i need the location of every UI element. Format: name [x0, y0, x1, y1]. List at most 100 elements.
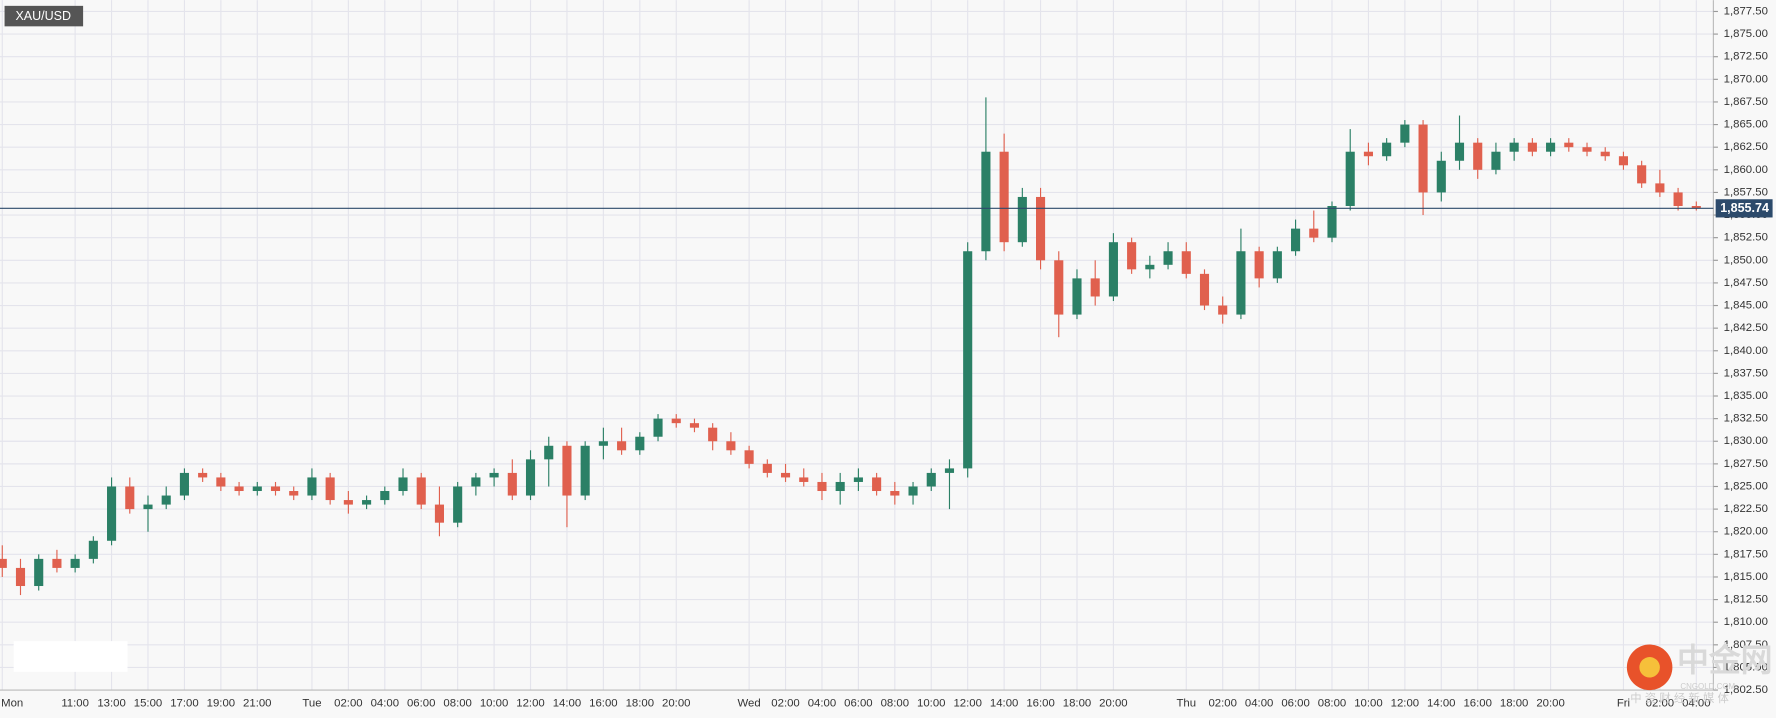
candle-body [744, 450, 754, 464]
y-tick-label: 1,870.00 [1724, 73, 1768, 85]
candle-body [307, 477, 317, 496]
x-tick-label: 12:00 [1391, 698, 1419, 710]
x-tick-label: Thu [1176, 698, 1196, 710]
x-tick-label: 06:00 [844, 698, 872, 710]
candle-body [0, 558, 7, 568]
y-tick-label: 1,842.50 [1724, 322, 1768, 334]
candle-body [1400, 124, 1410, 143]
x-tick-label: Tue [302, 698, 321, 710]
y-tick-label: 1,830.00 [1724, 435, 1768, 447]
candle-body [362, 500, 372, 505]
candle-body [1017, 196, 1027, 243]
candle-body [544, 445, 554, 460]
candle-body [1309, 228, 1319, 238]
candle-body [143, 504, 153, 510]
candle-body [161, 495, 171, 505]
watermark-logo-icon [1639, 657, 1660, 678]
y-tick-label: 1,817.50 [1724, 548, 1768, 560]
x-tick-label: 10:00 [480, 698, 508, 710]
x-tick-label: 08:00 [443, 698, 471, 710]
watermark: 中金网 CNGOLD.COM 中 资 财 经 新 媒 体 [1626, 642, 1773, 705]
candle-body [1236, 251, 1246, 315]
candle-body [780, 472, 791, 478]
y-tick-label: 1,837.50 [1724, 367, 1768, 379]
y-tick-label: 1,802.50 [1724, 684, 1768, 696]
candle-body [1072, 278, 1082, 315]
candle-body [453, 486, 463, 523]
candle-body [1473, 142, 1483, 170]
candle-body [708, 427, 718, 442]
y-tick-label: 1,820.00 [1724, 526, 1768, 538]
candle-body [1655, 183, 1665, 193]
x-tick-label: 16:00 [1463, 698, 1491, 710]
candle-body [1382, 142, 1392, 157]
candle-body [1363, 151, 1373, 157]
candle-body [125, 486, 135, 510]
x-tick-label: 12:00 [953, 698, 981, 710]
x-tick-label: 14:00 [990, 698, 1018, 710]
x-tick-label: 04:00 [371, 698, 399, 710]
candle-body [944, 468, 955, 473]
x-tick-label: 20:00 [1536, 698, 1564, 710]
candle-body [580, 445, 590, 496]
x-tick-label: 20:00 [1099, 698, 1127, 710]
candle-body [817, 481, 827, 492]
y-tick-label: 1,815.00 [1724, 571, 1768, 583]
x-tick-label: 02:00 [334, 698, 362, 710]
candle-body [853, 477, 863, 482]
candle-body [88, 540, 98, 559]
candle-body [1345, 151, 1355, 207]
candle-body [270, 486, 281, 492]
x-tick-label: 14:00 [1427, 698, 1455, 710]
candle-body [34, 558, 44, 587]
candle-body [198, 472, 208, 478]
candle-body [1454, 142, 1465, 161]
candle-body [1054, 260, 1064, 315]
y-tick-label: 1,850.00 [1724, 254, 1768, 266]
y-tick-label: 1,867.50 [1724, 96, 1768, 108]
candle-body [1327, 206, 1337, 238]
candle-body [398, 477, 408, 492]
x-tick-label: 16:00 [1026, 698, 1054, 710]
candle-body [1673, 192, 1683, 207]
candle-body [1691, 206, 1701, 209]
candle-body [963, 251, 973, 469]
candle-body [1199, 273, 1210, 306]
y-tick-label: 1,832.50 [1724, 413, 1768, 425]
watermark-slogan: 中 资 财 经 新 媒 体 [1630, 691, 1729, 705]
candle-body [598, 441, 608, 446]
y-tick-label: 1,872.50 [1724, 51, 1768, 63]
candle-body [380, 491, 390, 501]
y-tick-label: 1,865.00 [1724, 119, 1768, 131]
x-tick-label: 04:00 [1245, 698, 1273, 710]
y-tick-label: 1,812.50 [1724, 594, 1768, 606]
candle-body [908, 486, 918, 496]
candle-body [617, 441, 627, 451]
x-tick-label: 17:00 [170, 698, 198, 710]
candle-body [926, 472, 936, 487]
candle-body [15, 567, 26, 587]
y-tick-label: 1,810.00 [1724, 616, 1768, 628]
candle-body [343, 500, 353, 505]
candle-body [671, 418, 681, 424]
candle-body [1618, 156, 1628, 166]
candle-body [1637, 165, 1647, 184]
candle-body [434, 504, 444, 523]
candle-body [216, 477, 226, 487]
watermark-logo: 中金网 [1677, 642, 1773, 678]
candle-body [1163, 251, 1173, 265]
x-tick-label: 06:00 [1281, 698, 1309, 710]
candle-body [1582, 147, 1592, 152]
candle-body [1491, 151, 1501, 170]
x-tick-label: 02:00 [771, 698, 799, 710]
y-tick-label: 1,847.50 [1724, 277, 1768, 289]
candle-body [1254, 251, 1264, 279]
candle-body [689, 423, 700, 428]
candle-body [635, 436, 645, 451]
candle-body [525, 459, 536, 496]
x-tick-label: 18:00 [1063, 698, 1091, 710]
candle-body [52, 558, 62, 568]
candle-body [1527, 142, 1537, 152]
x-tick-label: 02:00 [1646, 698, 1674, 710]
